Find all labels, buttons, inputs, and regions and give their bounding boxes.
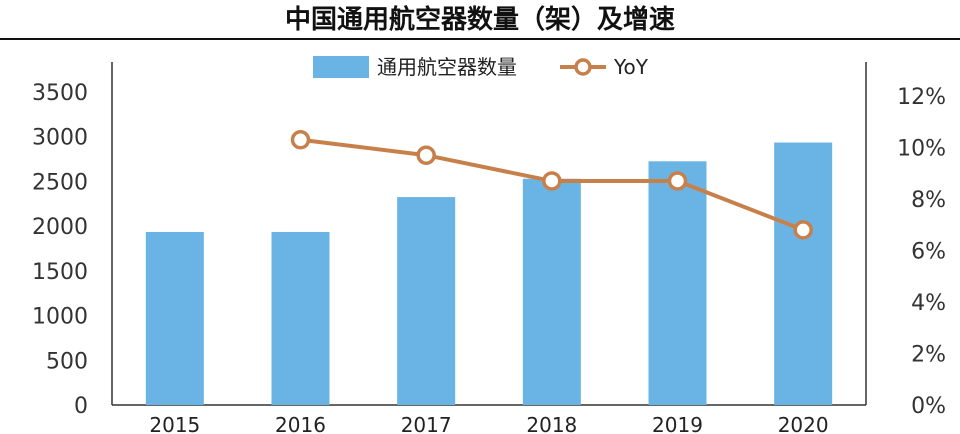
x-tick-label: 2016	[275, 413, 326, 434]
bar-2015	[145, 231, 204, 405]
bar-2020	[774, 142, 833, 405]
y-left-tick-label: 2000	[32, 215, 88, 240]
bar-2018	[522, 178, 581, 405]
y-right-tick-label: 0%	[911, 394, 946, 419]
x-tick-label: 2017	[401, 413, 452, 434]
y-left-tick-label: 500	[46, 349, 88, 374]
line-layer	[290, 130, 813, 240]
bar-2017	[397, 197, 456, 405]
x-tick-label: 2015	[149, 413, 200, 434]
x-tick-label: 2020	[778, 413, 829, 434]
y-right-tick-label: 2%	[911, 343, 946, 368]
chart-title: 中国通用航空器数量（架）及增速	[285, 4, 675, 35]
x-tick-label: 2019	[652, 413, 703, 434]
bars-layer	[145, 142, 833, 405]
y-left-tick-label: 0	[74, 394, 88, 419]
y-right-tick-label: 6%	[911, 240, 946, 265]
y-right-tick-label: 10%	[897, 137, 946, 162]
y-right-tick-label: 4%	[911, 291, 946, 316]
y-left-tick-label: 1500	[32, 260, 88, 285]
y-right-tick-label: 12%	[897, 85, 946, 110]
legend-bar-swatch	[313, 56, 369, 78]
yoy-point-2018	[542, 171, 562, 191]
y-left-tick-label: 3500	[32, 81, 88, 106]
yoy-point-2017	[416, 145, 436, 165]
y-left-tick-label: 2500	[32, 170, 88, 195]
yoy-point-2019	[667, 171, 688, 191]
x-tick-label: 2018	[526, 413, 577, 434]
y-left-tick-label: 3000	[32, 126, 88, 151]
bar-2016	[271, 231, 330, 405]
legend-line-marker	[574, 58, 592, 76]
yoy-point-2020	[793, 220, 813, 240]
y-right-tick-label: 8%	[911, 188, 946, 213]
legend-bar-label: 通用航空器数量	[377, 55, 517, 79]
axes-layer: 0 500 1000 1500 2000 2500 3000 3500 0% 2% 4% 6% 8% 10…	[32, 62, 946, 434]
legend-line-label: YoY	[613, 55, 649, 79]
legend: 通用航空器数量 YoY	[313, 55, 649, 79]
bar-2019	[648, 161, 707, 405]
yoy-point-2016	[290, 130, 311, 150]
y-left-tick-label: 1000	[32, 305, 88, 330]
